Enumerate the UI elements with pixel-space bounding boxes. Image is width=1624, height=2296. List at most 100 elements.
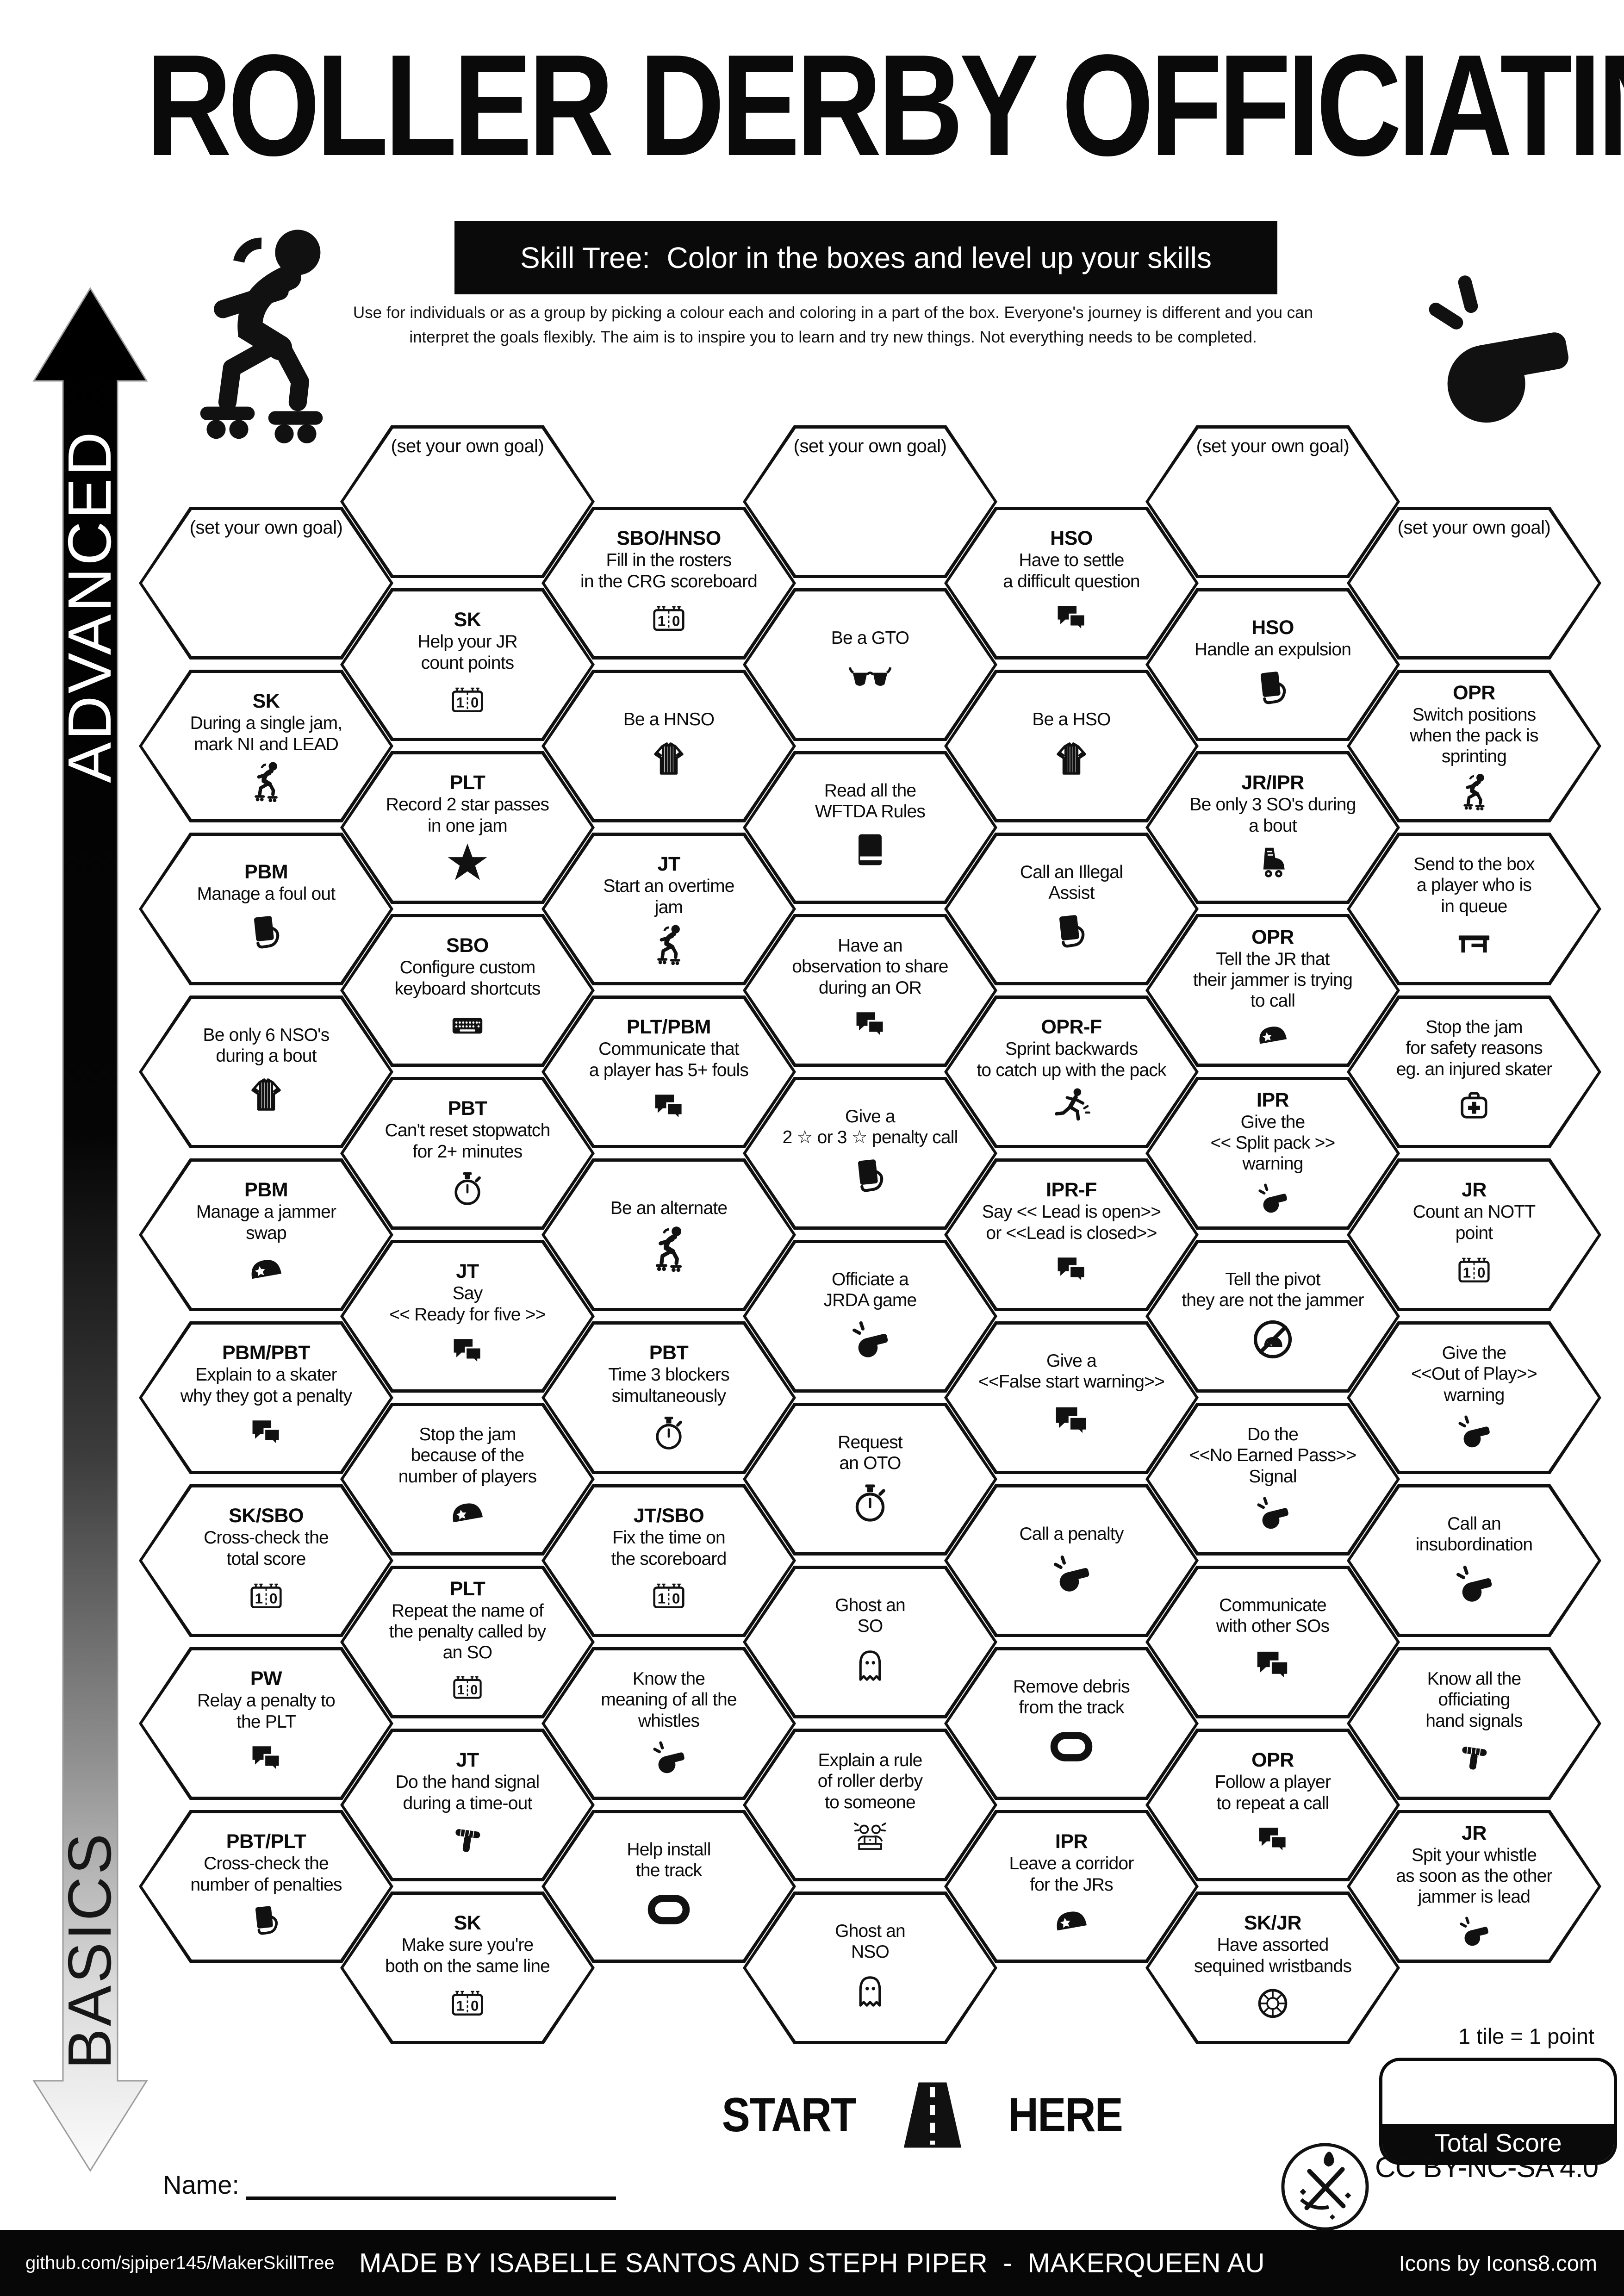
hex-0-0[interactable]: (set your own goal)	[139, 507, 393, 660]
hex-5-8[interactable]: OPR Follow a player to repeat a call	[1145, 1729, 1400, 1881]
hex-goal-text: Stop the jam	[1425, 1017, 1523, 1038]
hex-face: Know all the officiating hand signals	[1350, 1650, 1598, 1797]
hex-face: Be a HNSO	[545, 673, 793, 819]
total-score-input[interactable]	[1382, 2061, 1614, 2124]
hex-content: JT Do the hand signal during a time-out	[343, 1732, 591, 1878]
whistle-icon	[1453, 1410, 1495, 1453]
hex-0-8[interactable]: PBT/PLT Cross-check the number of penaltie…	[139, 1810, 393, 1963]
hex-2-7[interactable]: Know the meaning of all the whistles	[541, 1647, 796, 1800]
hex-3-3[interactable]: Have an observation to share during an OR	[743, 914, 997, 1067]
hex-face: Stop the jam because of the number of play…	[343, 1406, 591, 1552]
hex-0-3[interactable]: Be only 6 NSO's during a bout	[139, 996, 393, 1148]
hex-1-8[interactable]: JT Do the hand signal during a time-out	[340, 1729, 595, 1881]
hex-0-1[interactable]: SK During a single jam, mark NI and LEAD	[139, 670, 393, 822]
hex-6-6[interactable]: Call an insubordination	[1347, 1484, 1601, 1637]
total-score-label: Total Score	[1382, 2124, 1614, 2162]
hex-3-9[interactable]: Ghost an NSO	[743, 1892, 997, 2044]
hex-5-7[interactable]: Communicate with other SOs	[1145, 1566, 1400, 1718]
hex-2-4[interactable]: Be an alternate	[541, 1158, 796, 1311]
hex-6-5[interactable]: Give the <<Out of Play>> warning	[1347, 1321, 1601, 1474]
hex-3-7[interactable]: Ghost an SO	[743, 1566, 997, 1718]
hex-6-7[interactable]: Know all the officiating hand signals	[1347, 1647, 1601, 1800]
hex-5-2[interactable]: JR/IPR Be only 3 SO's during a bout	[1145, 751, 1400, 904]
hex-3-5[interactable]: Officiate a JRDA game	[743, 1240, 997, 1393]
hex-5-3[interactable]: OPR Tell the JR that their jammer is tryin…	[1145, 914, 1400, 1067]
goal-label: (set your own goal)	[793, 436, 947, 456]
hex-5-0[interactable]: (set your own goal)	[1145, 425, 1400, 578]
hex-goal-text: Fix the time on	[612, 1528, 726, 1548]
hex-0-6[interactable]: SK/SBO Cross-check the total score	[139, 1484, 393, 1637]
hex-goal-text: During a single jam,	[190, 713, 342, 734]
hex-0-4[interactable]: PBM Manage a jammer swap	[139, 1158, 393, 1311]
hex-4-1[interactable]: Be a HSO	[944, 670, 1199, 822]
hex-5-6[interactable]: Do the <<No Earned Pass>> Signal	[1145, 1403, 1400, 1556]
hex-1-3[interactable]: SBO Configure custom keyboard shortcuts	[340, 914, 595, 1067]
hex-1-1[interactable]: SK Help your JR count points	[340, 588, 595, 741]
hex-goal-text: Can't reset stopwatch	[385, 1120, 551, 1141]
hex-3-8[interactable]: Explain a rule of roller derby to someone	[743, 1729, 997, 1881]
hex-2-1[interactable]: Be a HNSO	[541, 670, 796, 822]
hex-0-7[interactable]: PW Relay a penalty to the PLT	[139, 1647, 393, 1800]
hex-1-6[interactable]: Stop the jam because of the number of play…	[340, 1403, 595, 1556]
hex-content: HSO Have to settle a difficult question	[947, 510, 1195, 656]
hex-1-9[interactable]: SK Make sure you're both on the same line	[340, 1892, 595, 2044]
name-input-line[interactable]	[245, 2172, 616, 2200]
hex-face: JT Start an overtime jam	[545, 836, 793, 982]
hex-6-8[interactable]: JR Spit your whistle as soon as the other j…	[1347, 1810, 1601, 1963]
hex-6-3[interactable]: Stop the jam for safety reasons eg. an inj…	[1347, 996, 1601, 1148]
hex-2-6[interactable]: JT/SBO Fix the time on the scoreboard	[541, 1484, 796, 1637]
hex-2-2[interactable]: JT Start an overtime jam	[541, 833, 796, 985]
hex-0-2[interactable]: PBM Manage a foul out	[139, 833, 393, 985]
hex-4-0[interactable]: HSO Have to settle a difficult question	[944, 507, 1199, 660]
footer-github-link[interactable]: github.com/sjpiper145/MakerSkillTree	[25, 2252, 335, 2273]
hex-6-4[interactable]: JR Count an NOTT point	[1347, 1158, 1601, 1311]
cardhand-icon	[245, 1900, 287, 1942]
hex-4-8[interactable]: IPR Leave a corridor for the JRs	[944, 1810, 1199, 1963]
hex-4-6[interactable]: Call a penalty	[944, 1484, 1199, 1637]
hex-1-2[interactable]: PLT Record 2 star passes in one jam	[340, 751, 595, 904]
hex-3-2[interactable]: Read all the WFTDA Rules	[743, 751, 997, 904]
hex-content: OPR Tell the JR that their jammer is tryin…	[1149, 917, 1397, 1064]
hex-5-1[interactable]: HSO Handle an expulsion	[1145, 588, 1400, 741]
hex-2-0[interactable]: SBO/HNSO Fill in the rosters in the CRG sc…	[541, 507, 796, 660]
hex-6-1[interactable]: OPR Switch positions when the pack is sprin…	[1347, 670, 1601, 822]
hex-goal-text: Stop the jam	[419, 1425, 516, 1445]
hex-4-4[interactable]: IPR-F Say << Lead is open>> or <<Lead is c…	[944, 1158, 1199, 1311]
hex-5-4[interactable]: IPR Give the << Split pack >> warning	[1145, 1077, 1400, 1230]
hex-6-2[interactable]: Send to the box a player who is in queue	[1347, 833, 1601, 985]
hex-2-8[interactable]: Help install the track	[541, 1810, 796, 1963]
hex-4-3[interactable]: OPR-F Sprint backwards to catch up with th…	[944, 996, 1199, 1148]
firstaid-icon	[1453, 1084, 1495, 1127]
bench-icon	[1453, 921, 1495, 964]
hex-goal-text: Switch positions	[1412, 704, 1537, 725]
hex-3-0[interactable]: (set your own goal)	[743, 425, 997, 578]
track-icon	[645, 1885, 693, 1934]
hex-5-9[interactable]: SK/JR Have assorted sequined wristbands	[1145, 1892, 1400, 2044]
hex-4-7[interactable]: Remove debris from the track	[944, 1647, 1199, 1800]
tile-point-note: 1 tile = 1 point	[1458, 2024, 1594, 2048]
hex-5-5[interactable]: Tell the pivot they are not the jammer	[1145, 1240, 1400, 1393]
hex-2-5[interactable]: PBT Time 3 blockers simultaneously	[541, 1321, 796, 1474]
helmet-icon	[1050, 1900, 1093, 1942]
hex-goal-text: Call an Illegal	[1020, 862, 1123, 882]
hex-3-1[interactable]: Be a GTO	[743, 588, 997, 741]
hex-0-5[interactable]: PBM/PBT Explain to a skater why they got a…	[139, 1321, 393, 1474]
hex-6-0[interactable]: (set your own goal)	[1347, 507, 1601, 660]
hex-1-7[interactable]: PLT Repeat the name of the penalty called …	[340, 1566, 595, 1718]
hex-goal-text: number of penalties	[190, 1874, 342, 1895]
hex-1-4[interactable]: PBT Can't reset stopwatch for 2+ minutes	[340, 1077, 595, 1230]
hex-4-5[interactable]: Give a <<False start warning>>	[944, 1321, 1199, 1474]
hex-content: Call a penalty	[947, 1487, 1195, 1634]
hex-face: Have an observation to share during an OR	[746, 917, 994, 1064]
skate-icon	[1251, 841, 1294, 884]
whistle-icon	[1047, 1549, 1095, 1598]
hex-3-6[interactable]: Request an OTO	[743, 1403, 997, 1556]
hex-1-0[interactable]: (set your own goal)	[340, 425, 595, 578]
hex-face: Explain a rule of roller derby to someone	[746, 1732, 994, 1878]
hex-4-2[interactable]: Call an Illegal Assist	[944, 833, 1199, 985]
hex-2-3[interactable]: PLT/PBM Communicate that a player has 5+ f…	[541, 996, 796, 1148]
hex-1-5[interactable]: JT Say << Ready for five >>	[340, 1240, 595, 1393]
scoreboard-icon	[647, 597, 690, 639]
